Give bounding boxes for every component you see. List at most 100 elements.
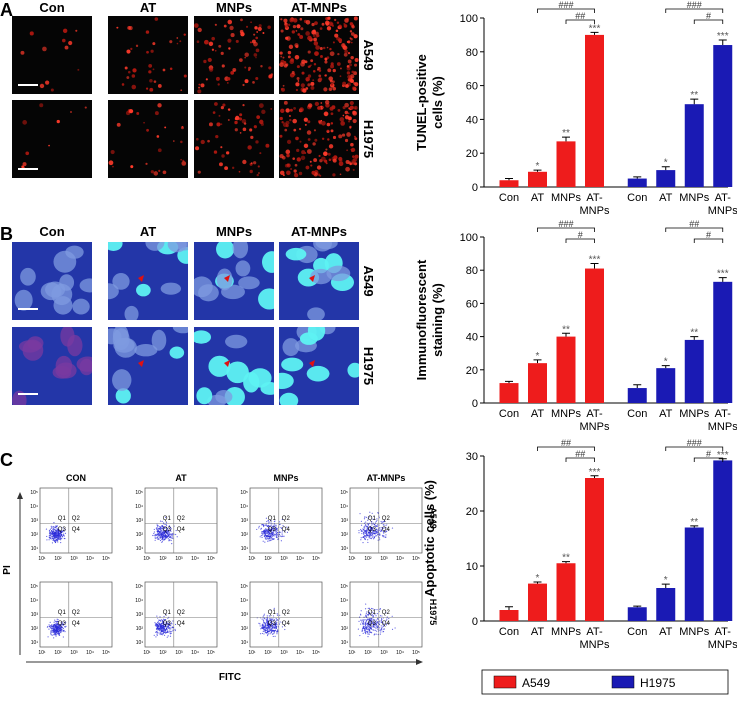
- event-dot: [265, 517, 268, 519]
- event-dot: [364, 608, 367, 610]
- cell-dot: [346, 132, 351, 137]
- cell-dot: [334, 33, 339, 38]
- event-dot: [159, 616, 161, 618]
- event-dot: [169, 635, 172, 637]
- cell-dot: [214, 49, 217, 52]
- cell-dot: [195, 137, 199, 141]
- cell-dot: [302, 88, 307, 93]
- nucleus: [79, 278, 92, 293]
- event-dot: [160, 629, 162, 631]
- event-dot: [49, 626, 51, 629]
- x-tick-label: AT: [659, 626, 673, 638]
- cell-dot: [239, 58, 243, 62]
- event-dot: [51, 526, 53, 528]
- cell-dot: [299, 107, 304, 112]
- cell-dot: [314, 51, 319, 56]
- cell-dot: [324, 100, 330, 105]
- event-dot: [371, 614, 373, 616]
- event-dot: [279, 535, 282, 537]
- event-dot: [61, 538, 63, 540]
- event-dot: [370, 622, 372, 624]
- event-dot: [368, 617, 370, 620]
- event-dot: [270, 528, 272, 530]
- event-dot: [378, 623, 381, 626]
- event-dot: [170, 537, 172, 539]
- event-dot: [373, 624, 375, 627]
- cell-dot: [21, 165, 24, 168]
- cell-dot: [311, 29, 317, 35]
- event-dot: [57, 622, 59, 624]
- event-dot: [154, 533, 156, 536]
- cell-dot: [200, 83, 205, 88]
- micrograph: [194, 242, 274, 320]
- event-dot: [157, 535, 159, 537]
- flow-tick-label: 10³: [175, 556, 183, 562]
- event-dot: [267, 539, 269, 541]
- y-tick-label: 10: [466, 561, 478, 573]
- event-dot: [61, 623, 64, 625]
- cell-dot: [336, 62, 341, 66]
- event-dot: [169, 630, 171, 633]
- event-dot: [60, 534, 62, 536]
- event-dot: [369, 612, 371, 614]
- event-dot: [264, 536, 266, 538]
- event-dot: [277, 630, 279, 632]
- event-dot: [170, 625, 172, 627]
- cell-dot: [307, 103, 313, 108]
- cell-dot: [328, 144, 334, 149]
- event-dot: [271, 625, 273, 627]
- cell-dot: [50, 88, 54, 92]
- event-dot: [164, 619, 166, 621]
- flow-tick-label: 10⁴: [296, 650, 304, 656]
- event-dot: [161, 540, 163, 542]
- cell-dot: [22, 120, 28, 125]
- quadrant-label: Q3: [368, 621, 377, 627]
- cell-dot: [132, 68, 137, 73]
- event-dot: [166, 621, 168, 623]
- event-dot: [64, 631, 66, 633]
- cell-dot: [112, 165, 114, 168]
- event-dot: [175, 529, 177, 532]
- nucleus: [18, 340, 41, 353]
- event-dot: [157, 621, 159, 623]
- event-dot: [156, 615, 158, 617]
- cell-dot: [305, 87, 309, 90]
- event-dot: [54, 619, 56, 621]
- event-dot: [369, 533, 371, 535]
- event-dot: [369, 535, 371, 538]
- event-dot: [262, 623, 264, 625]
- cell-dot: [307, 50, 311, 54]
- cell-dot: [220, 106, 224, 110]
- flow-tick-label: 10³: [280, 556, 288, 562]
- event-dot: [383, 628, 386, 630]
- cell-dot: [29, 31, 34, 36]
- panel-label: B: [0, 224, 13, 244]
- event-dot: [163, 627, 165, 629]
- event-dot: [357, 628, 359, 630]
- error-bar: [633, 176, 642, 179]
- event-dot: [368, 622, 370, 624]
- event-dot: [382, 628, 385, 630]
- event-dot: [57, 541, 59, 543]
- cell-dot: [295, 44, 299, 49]
- event-dot: [60, 533, 62, 535]
- flow-tick-label: 10¹: [143, 650, 151, 656]
- event-dot: [154, 536, 156, 538]
- event-dot: [59, 534, 61, 536]
- event-dot: [164, 538, 167, 540]
- event-dot: [165, 535, 167, 538]
- cell-dot: [332, 86, 337, 91]
- event-dot: [368, 526, 370, 528]
- event-dot: [373, 612, 375, 614]
- cell-dot: [61, 38, 66, 43]
- event-dot: [379, 608, 381, 611]
- column-label: Con: [39, 0, 64, 15]
- cell-dot: [335, 29, 339, 33]
- cell-dot: [285, 108, 290, 113]
- event-dot: [386, 616, 388, 618]
- event-dot: [379, 533, 381, 535]
- cell-dot: [173, 140, 175, 142]
- cell-dot: [351, 70, 355, 74]
- cell-dot: [234, 120, 238, 125]
- event-dot: [364, 537, 366, 539]
